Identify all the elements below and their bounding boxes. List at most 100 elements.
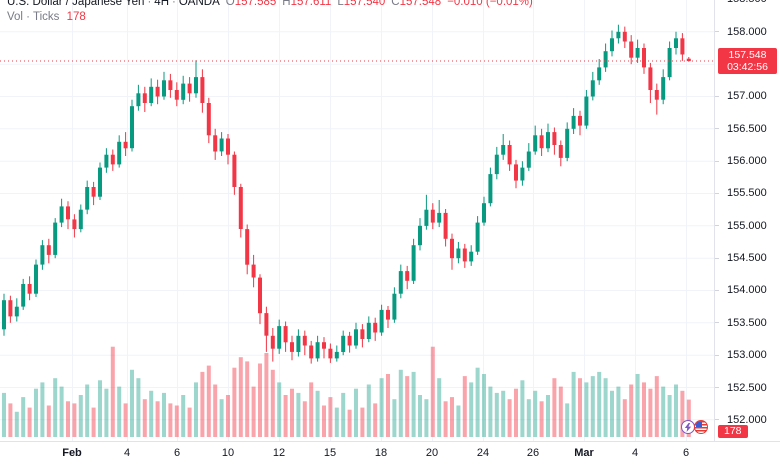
volume-bar <box>610 390 614 437</box>
volume-bar <box>578 378 582 437</box>
volume-bar <box>584 382 589 437</box>
time-axis-label: 4 <box>123 447 131 459</box>
candle-body <box>296 335 301 352</box>
volume-bar <box>654 376 659 437</box>
candle-body <box>194 77 198 94</box>
volume-bar <box>674 384 678 437</box>
candle-body <box>546 132 550 149</box>
candle-body <box>334 351 339 359</box>
us-flag-icon[interactable] <box>694 420 708 434</box>
volume-bar <box>635 374 640 437</box>
candle-body <box>232 154 237 187</box>
high-value: 157.611 <box>290 0 332 8</box>
time-axis-label: Mar <box>574 447 594 459</box>
candle-body <box>360 329 365 339</box>
volume-bar <box>322 405 326 437</box>
event-markers <box>681 420 708 434</box>
last-price-badge: 157.548 03:42:56 <box>718 48 777 75</box>
volume-bar <box>213 384 218 437</box>
interval-label[interactable]: 4H <box>154 0 169 8</box>
time-axis[interactable]: Feb 4 6 10 12 15 18 20 24 26 Mar 4 6 <box>0 441 780 470</box>
volume-bar <box>277 382 282 437</box>
candle-body <box>411 245 416 281</box>
candlestick-chart[interactable] <box>0 0 714 441</box>
candle-body <box>354 329 358 346</box>
candle-body <box>226 138 230 155</box>
price-axis-label: 152.000 <box>727 413 767 426</box>
volume-bar <box>270 369 275 437</box>
candle-body <box>181 83 186 100</box>
candlestick-chart-pane[interactable]: U.S. Dollar / Japanese Yen · 4H · OANDA O157.… <box>0 0 714 441</box>
exchange-label[interactable]: OANDA <box>178 0 220 8</box>
candle-body <box>213 135 218 152</box>
candle-body <box>443 212 448 239</box>
candle-body <box>347 335 352 346</box>
volume-bar <box>373 403 378 437</box>
volume-bar <box>437 378 442 437</box>
volume-bar <box>546 395 550 437</box>
candle-body <box>155 86 160 97</box>
price-axis[interactable]: 157.548 03:42:56 178 158.500 158.000 157.0… <box>714 0 780 441</box>
volume-bar <box>117 386 122 437</box>
candle-body <box>142 93 147 103</box>
candle-body <box>104 154 109 168</box>
symbol-title[interactable]: U.S. Dollar / Japanese Yen <box>7 0 145 8</box>
candle-body <box>40 245 45 265</box>
time-axis-label: 24 <box>476 447 490 459</box>
volume-bar <box>14 411 19 437</box>
volume-row: Vol · Ticks 178 <box>7 10 533 24</box>
price-axis-label: 156.500 <box>727 122 767 135</box>
volume-bar <box>283 395 288 437</box>
candle-body <box>674 38 678 48</box>
volume-bar <box>168 403 173 437</box>
volume-bar <box>482 374 486 437</box>
volume-bar <box>85 384 90 437</box>
candle-body <box>520 167 525 181</box>
volume-bar <box>53 378 58 437</box>
chart-legend: U.S. Dollar / Japanese Yen · 4H · OANDA O157.… <box>7 0 533 24</box>
candle-body <box>597 67 602 81</box>
volume-bar <box>622 399 627 437</box>
volume-bar <box>155 401 160 437</box>
candle-body <box>488 174 493 204</box>
open-value: 157.585 <box>234 0 277 8</box>
volume-bar <box>181 395 186 437</box>
volume-bar <box>366 384 371 437</box>
candle-body <box>21 284 26 307</box>
candle-body <box>379 309 384 333</box>
candle-body <box>552 132 557 145</box>
candle-body <box>34 264 38 294</box>
price-axis-label: 152.500 <box>727 381 767 394</box>
volume-bar <box>392 399 397 437</box>
economic-event-icon[interactable] <box>681 420 695 434</box>
price-axis-tick <box>715 31 719 33</box>
candle-body <box>59 206 64 223</box>
candle-body <box>418 225 422 246</box>
volume-bar <box>520 380 525 437</box>
bar-countdown: 03:42:56 <box>727 61 768 74</box>
candle-body <box>482 203 486 223</box>
candle-body <box>302 335 307 346</box>
candle-body <box>366 322 371 339</box>
legend-separator: · <box>147 0 152 8</box>
price-axis-tick <box>715 322 719 324</box>
candle-body <box>277 326 282 349</box>
time-axis-label: 12 <box>272 447 286 459</box>
time-axis-label: 4 <box>631 447 639 459</box>
candle-body <box>392 293 397 320</box>
price-axis-tick <box>715 95 719 97</box>
volume-bar <box>558 386 563 437</box>
volume-bar <box>290 388 294 437</box>
volume-bar <box>526 399 531 437</box>
volume-bar <box>309 382 314 437</box>
volume-bar <box>488 386 493 437</box>
volume-bar <box>405 376 410 437</box>
volume-label[interactable]: Vol · Ticks <box>7 11 60 23</box>
candle-body <box>219 138 224 152</box>
price-axis-label: 153.000 <box>727 349 767 362</box>
volume-bar <box>475 367 480 437</box>
open-key: O <box>225 0 235 8</box>
volume-bar <box>149 390 154 437</box>
volume-bar <box>552 378 557 437</box>
candle-body <box>149 86 154 103</box>
